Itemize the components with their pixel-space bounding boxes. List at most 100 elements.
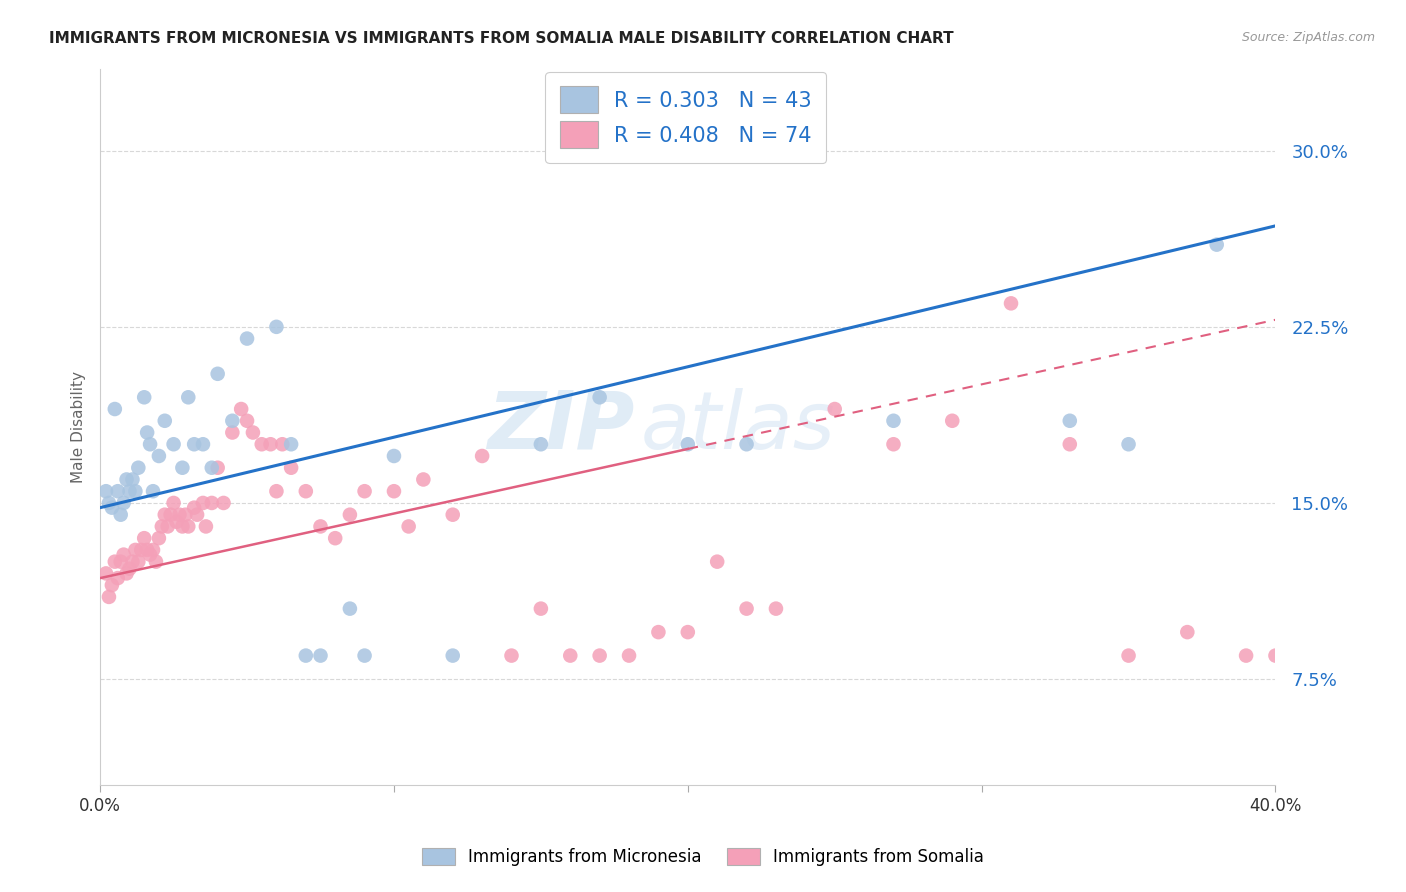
Point — [412, 473, 434, 487]
Point — [127, 555, 149, 569]
Point — [94, 566, 117, 581]
Point — [1205, 237, 1227, 252]
Point — [309, 648, 332, 663]
Point — [441, 508, 464, 522]
Point — [150, 519, 173, 533]
Point — [231, 402, 253, 417]
Point — [177, 519, 200, 533]
Point — [172, 519, 194, 533]
Point — [201, 496, 224, 510]
Point — [172, 460, 194, 475]
Point — [295, 648, 318, 663]
Point — [441, 648, 464, 663]
Point — [201, 460, 224, 475]
Point — [1118, 437, 1140, 451]
Point — [882, 437, 904, 451]
Point — [162, 437, 184, 451]
Point — [142, 484, 165, 499]
Point — [101, 500, 124, 515]
Point — [588, 390, 610, 404]
Point — [280, 460, 302, 475]
Point — [162, 496, 184, 510]
Point — [353, 648, 375, 663]
Point — [1175, 625, 1198, 640]
Point — [382, 449, 405, 463]
Point — [104, 402, 127, 417]
Point — [266, 484, 288, 499]
Point — [107, 571, 129, 585]
Point — [617, 648, 640, 663]
Point — [501, 648, 523, 663]
Point — [221, 425, 243, 440]
Point — [1000, 296, 1022, 310]
Point — [183, 437, 205, 451]
Point — [112, 548, 135, 562]
Point — [236, 332, 259, 346]
Point — [177, 390, 200, 404]
Point — [121, 473, 143, 487]
Point — [118, 562, 141, 576]
Point — [191, 437, 214, 451]
Point — [647, 625, 669, 640]
Point — [134, 531, 156, 545]
Y-axis label: Male Disability: Male Disability — [72, 371, 86, 483]
Point — [382, 484, 405, 499]
Point — [882, 414, 904, 428]
Point — [94, 484, 117, 499]
Point — [124, 484, 146, 499]
Point — [153, 508, 176, 522]
Point — [735, 601, 758, 615]
Point — [824, 402, 846, 417]
Point — [107, 484, 129, 499]
Point — [112, 496, 135, 510]
Point — [339, 508, 361, 522]
Point — [134, 390, 156, 404]
Point — [139, 548, 162, 562]
Point — [588, 648, 610, 663]
Point — [676, 625, 699, 640]
Point — [735, 437, 758, 451]
Point — [136, 425, 159, 440]
Point — [250, 437, 273, 451]
Point — [530, 601, 553, 615]
Point — [118, 484, 141, 499]
Point — [266, 319, 288, 334]
Text: atlas: atlas — [641, 388, 835, 466]
Point — [1059, 437, 1081, 451]
Text: IMMIGRANTS FROM MICRONESIA VS IMMIGRANTS FROM SOMALIA MALE DISABILITY CORRELATIO: IMMIGRANTS FROM MICRONESIA VS IMMIGRANTS… — [49, 31, 953, 46]
Point — [101, 578, 124, 592]
Point — [207, 460, 229, 475]
Point — [221, 414, 243, 428]
Point — [148, 449, 170, 463]
Point — [156, 519, 179, 533]
Point — [159, 508, 181, 522]
Point — [339, 601, 361, 615]
Point — [471, 449, 494, 463]
Point — [398, 519, 420, 533]
Point — [97, 496, 120, 510]
Legend: Immigrants from Micronesia, Immigrants from Somalia: Immigrants from Micronesia, Immigrants f… — [415, 841, 991, 873]
Point — [169, 508, 191, 522]
Point — [242, 425, 264, 440]
Point — [941, 414, 963, 428]
Point — [121, 555, 143, 569]
Point — [194, 519, 217, 533]
Point — [129, 543, 152, 558]
Point — [706, 555, 728, 569]
Point — [136, 543, 159, 558]
Point — [166, 515, 188, 529]
Point — [1118, 648, 1140, 663]
Point — [145, 555, 167, 569]
Point — [259, 437, 281, 451]
Point — [104, 555, 127, 569]
Point — [295, 484, 318, 499]
Point — [153, 414, 176, 428]
Point — [115, 566, 138, 581]
Point — [676, 437, 699, 451]
Point — [110, 508, 132, 522]
Point — [124, 543, 146, 558]
Text: ZIP: ZIP — [488, 388, 636, 466]
Point — [127, 460, 149, 475]
Point — [323, 531, 346, 545]
Point — [309, 519, 332, 533]
